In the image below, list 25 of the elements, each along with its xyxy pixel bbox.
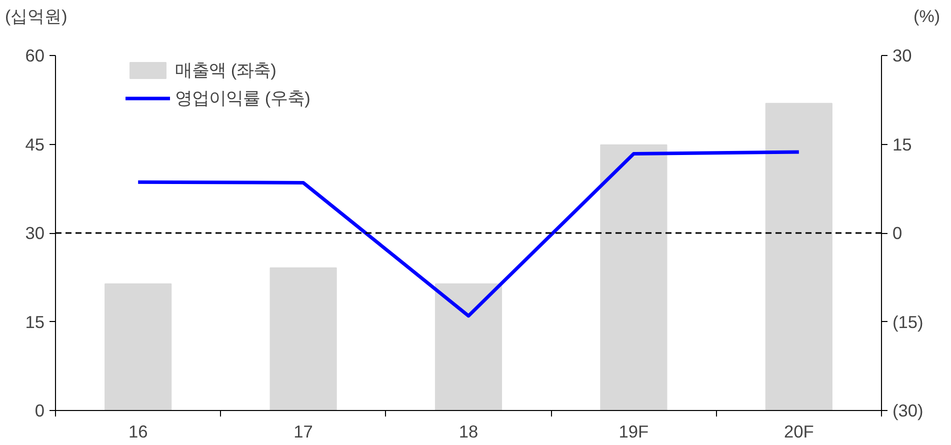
bar: [104, 283, 172, 410]
bar: [434, 283, 502, 410]
y2-tick-label: (30): [892, 400, 924, 420]
x-tick-label: 20F: [784, 422, 814, 442]
x-tick-label: 19F: [618, 422, 649, 442]
y-tick-label: 30: [25, 223, 45, 243]
bar: [600, 144, 668, 410]
y2-tick-label: (15): [892, 312, 924, 332]
bar: [765, 102, 832, 410]
x-tick-label: 18: [458, 422, 478, 442]
line-series: [136, 150, 801, 318]
y2-tick-label: 15: [892, 134, 912, 154]
bar: [270, 267, 337, 410]
legend-label: 매출액 (좌축): [175, 59, 276, 82]
y-tick-label: 45: [25, 134, 45, 154]
y-tick-label: 60: [25, 46, 45, 66]
x-tick-label: 16: [128, 422, 148, 442]
legend-label: 영업이익률 (우축): [175, 87, 310, 110]
y2-tick-label: 30: [892, 46, 912, 66]
y-tick-label: 15: [25, 312, 45, 332]
x-tick-label: 17: [294, 422, 313, 442]
y-tick-label: 0: [34, 400, 45, 420]
y2-axis-title: (%): [914, 6, 940, 28]
y2-tick-label: 0: [892, 223, 902, 243]
y-axis-title: (십억원): [5, 6, 68, 28]
